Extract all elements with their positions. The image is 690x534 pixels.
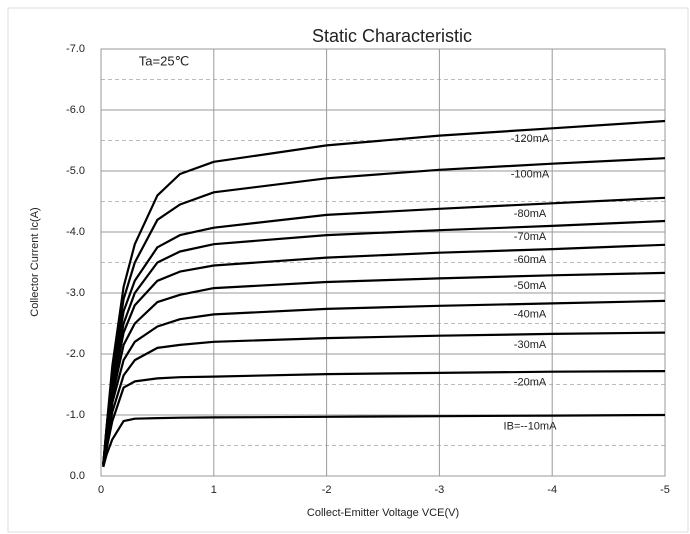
curve-label: -20mA — [514, 377, 547, 389]
y-tick-label: -4.0 — [66, 226, 85, 238]
y-tick-label: -7.0 — [66, 43, 85, 55]
curve-label: -120mA — [511, 133, 550, 145]
annotation: Ta=25℃ — [139, 53, 189, 68]
curve-label: -60mA — [514, 254, 547, 266]
x-tick-label: -3 — [435, 484, 445, 496]
chart-frame — [7, 7, 689, 533]
x-tick-label: -4 — [547, 484, 557, 496]
chart-title: Static Characteristic — [312, 26, 472, 46]
curve-label: -30mA — [514, 339, 547, 351]
curve-label: IB=--10mA — [504, 421, 558, 433]
x-tick-label: -5 — [660, 484, 670, 496]
x-tick-label: 1 — [211, 484, 217, 496]
y-tick-label: -2.0 — [66, 348, 85, 360]
curve — [102, 331, 666, 467]
curve — [102, 370, 666, 468]
curve-label: -100mA — [511, 169, 550, 181]
y-tick-label: -6.0 — [66, 104, 85, 116]
curve-label: -40mA — [514, 308, 547, 320]
x-tick-label: 0 — [98, 484, 104, 496]
x-axis-label: Collect-Emitter Voltage VCE(V) — [307, 507, 459, 519]
plot-border — [100, 48, 666, 477]
curve-label: -50mA — [514, 280, 547, 292]
y-tick-label: 0.0 — [70, 470, 85, 482]
y-tick-label: -3.0 — [66, 287, 85, 299]
y-tick-label: -5.0 — [66, 165, 85, 177]
curve-label: -70mA — [514, 231, 547, 243]
y-axis-label: Collector Current Ic(A) — [29, 207, 41, 316]
curve — [102, 413, 666, 468]
curve-label: -80mA — [514, 208, 547, 220]
curve — [102, 299, 666, 466]
y-tick-label: -1.0 — [66, 409, 85, 421]
x-tick-label: -2 — [322, 484, 332, 496]
